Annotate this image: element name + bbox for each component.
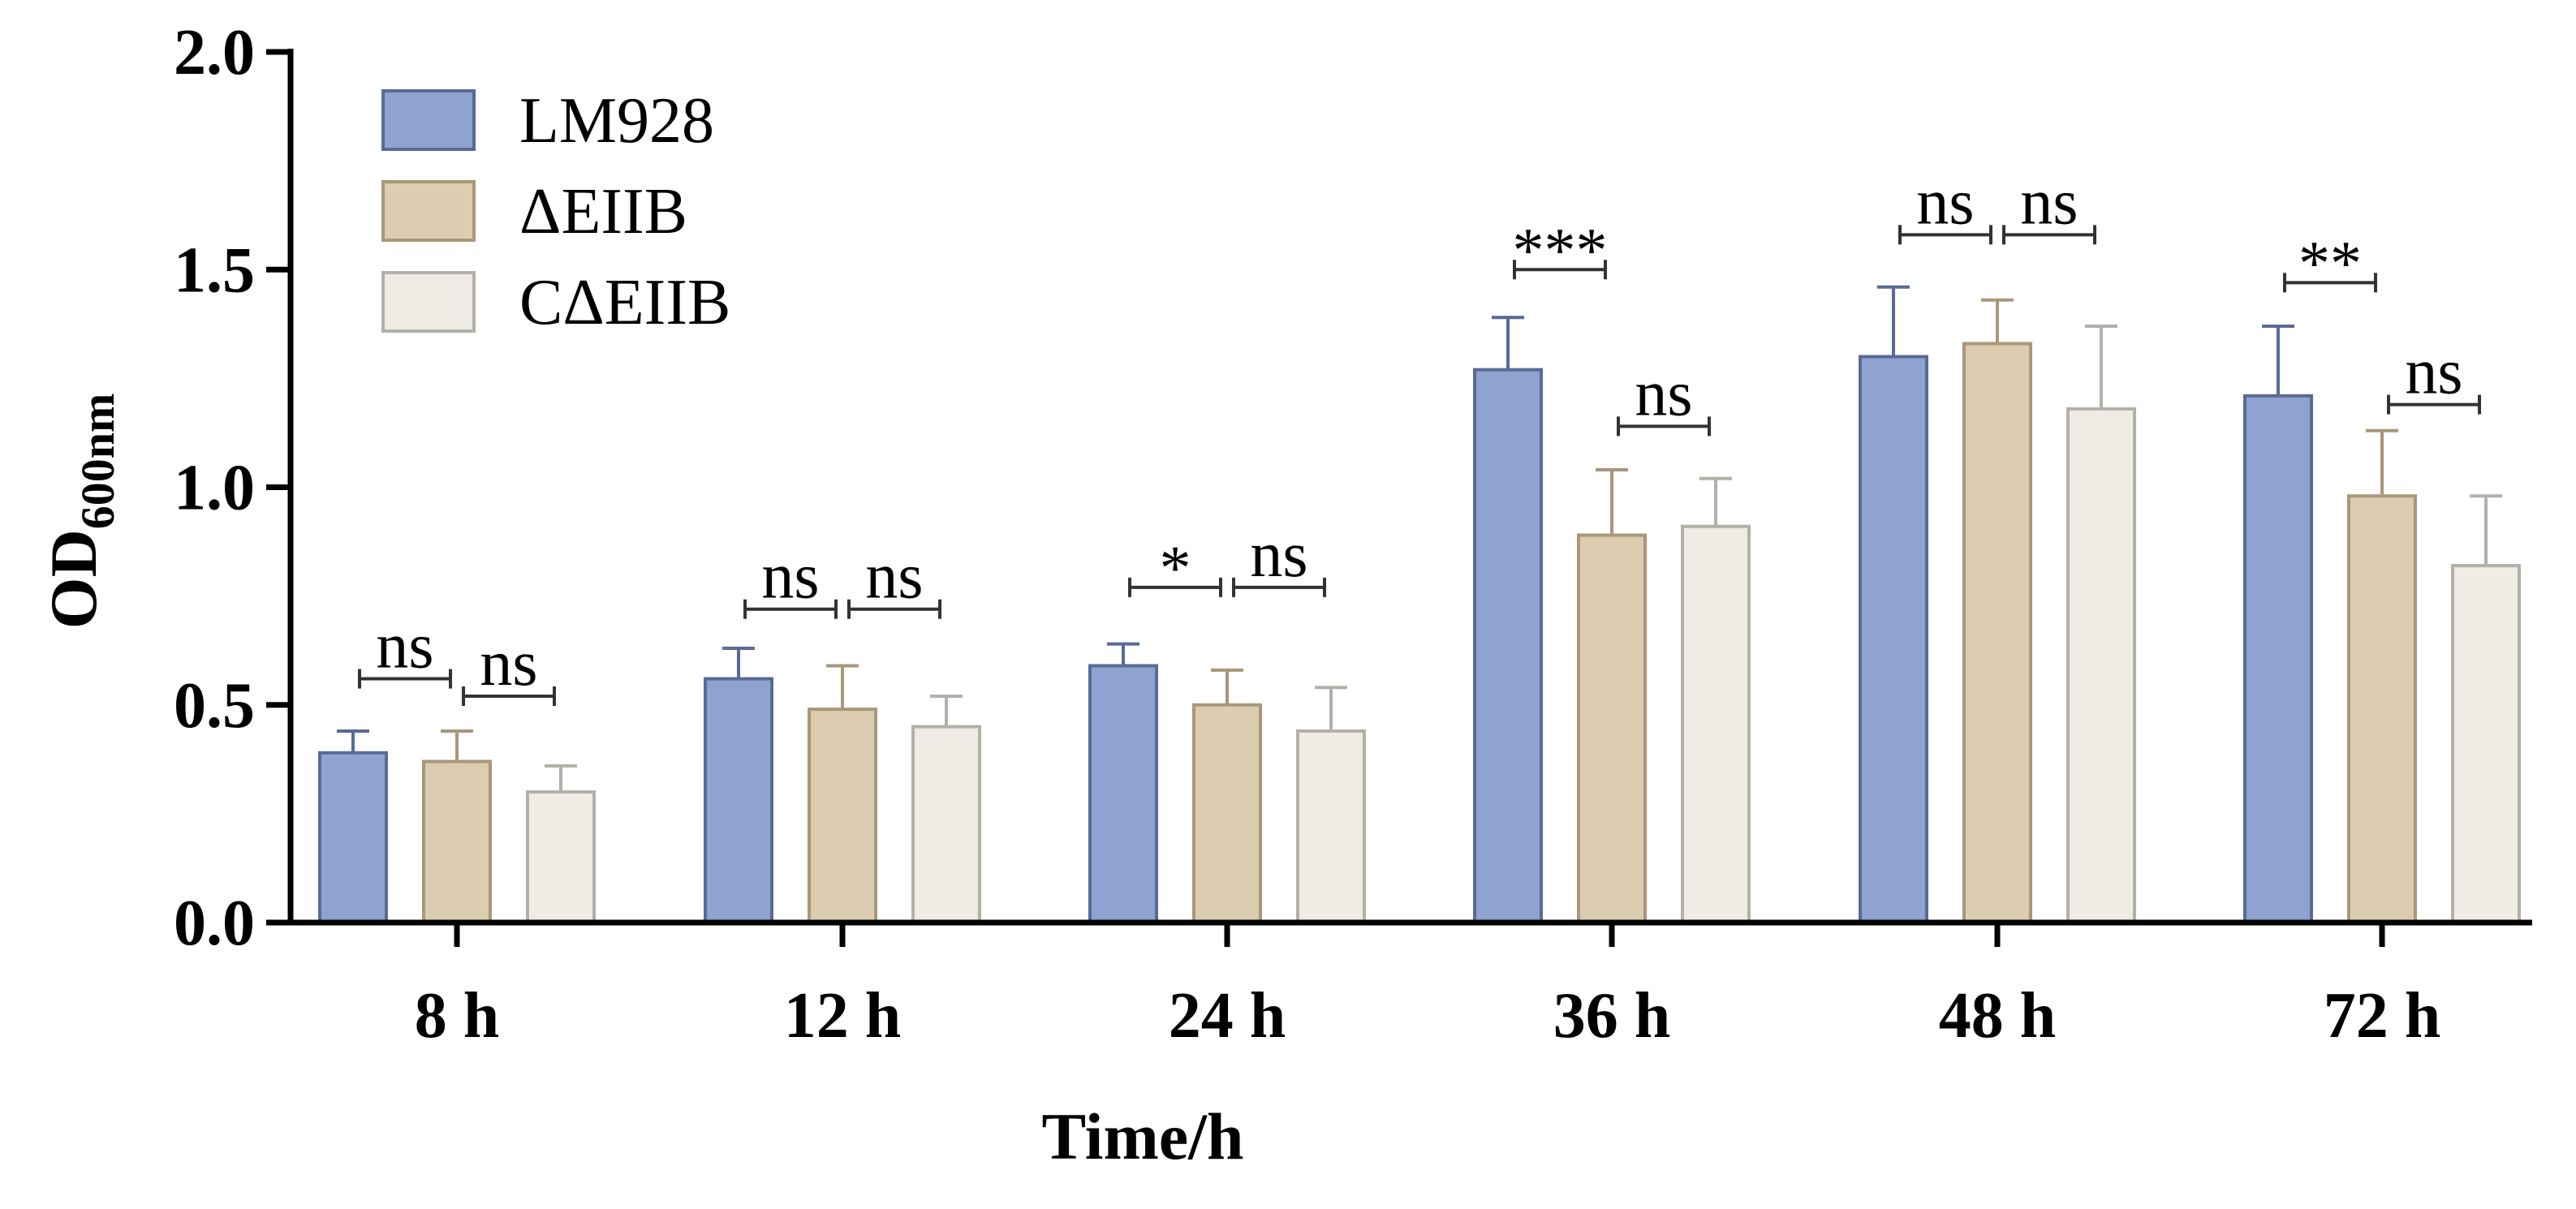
bar [2066,407,2136,924]
bar [1577,533,1647,924]
bar [2347,494,2417,924]
legend-label: CΔEIIB [519,267,730,338]
y-tick-label: 1.5 [174,234,255,306]
bar [1192,703,1262,924]
y-tick-label: 0.0 [174,888,255,959]
bar [704,677,773,924]
y-tick-label: 0.5 [174,670,255,742]
bar [1473,368,1543,924]
axes: 0.0 0.5 1.0 1.5 2.0 8 h 12 h 24 h 36 h 48 h 72 h [174,17,2532,1052]
sig-label: ns [865,541,923,613]
y-axis-title-subscript: 600nm [71,394,124,530]
y-tick-label: 1.0 [174,453,255,524]
legend-label: LM928 [519,85,714,157]
x-tick-label: 12 h [784,980,902,1052]
bar [1859,355,1928,924]
sig-label: ns [1635,358,1692,429]
bar [318,751,388,925]
y-tick-label: 2.0 [174,17,255,88]
sig-label: ns [761,541,819,613]
bar [911,725,981,925]
bar [2243,394,2313,924]
legend: LM928 ΔEIIB CΔEIIB [381,85,730,338]
bar [808,708,877,924]
legend-swatch [381,271,476,333]
sig-label: ns [1250,519,1307,591]
legend-swatch [381,89,476,151]
legend-swatch [381,180,476,242]
bar [1088,664,1158,925]
y-axis-title-main: OD [37,529,110,629]
x-tick-label: 72 h [2324,980,2441,1052]
bar [526,790,596,924]
x-tick-label: 48 h [1939,980,2057,1052]
x-tick-label: 24 h [1169,980,1286,1052]
x-tick-label: 36 h [1553,980,1671,1052]
sig-label: ns [480,628,537,699]
sig-label: ns [2020,166,2078,238]
y-axis-title: OD600nm [37,394,124,630]
bar [2451,564,2521,924]
sig-label: ns [2405,337,2462,408]
bar [1296,729,1366,924]
sig-label: ns [376,611,433,682]
sig-label: *** [1513,214,1608,285]
bar [1962,342,2032,924]
bar [422,759,492,924]
sig-label: * [1160,532,1191,603]
bar [1681,524,1751,924]
sig-label: ** [2298,227,2362,298]
legend-label: ΔEIIB [519,176,687,247]
sig-label: ns [1916,166,1974,238]
x-tick-label: 8 h [415,980,500,1052]
x-axis-title: Time/h [1041,1099,1243,1173]
